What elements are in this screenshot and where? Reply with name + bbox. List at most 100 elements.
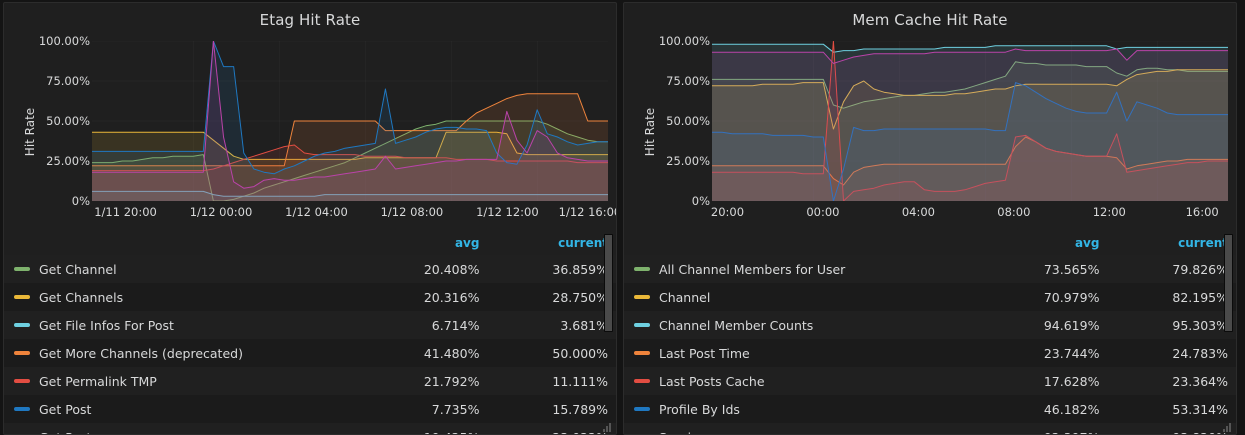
legend-scrollbar[interactable]: [604, 232, 613, 434]
legend-series-name: Get Permalink TMP: [39, 374, 157, 389]
legend-series-label[interactable]: Get Posts: [4, 423, 359, 434]
legend-row[interactable]: Channel Member Counts 94.619% 95.303%: [624, 311, 1236, 339]
legend-row[interactable]: Get Permalink TMP 21.792% 11.111%: [4, 367, 616, 395]
graph-area[interactable]: Hit Rate 100.00% 75.00% 50.00% 25.00% 0%…: [4, 33, 616, 230]
y-tick: 50.00%: [666, 114, 710, 128]
legend-series-label[interactable]: Channel Member Counts: [624, 311, 979, 339]
legend-row[interactable]: Get Channels 20.316% 28.750%: [4, 283, 616, 311]
legend-series-label[interactable]: Last Post Time: [624, 339, 979, 367]
legend-color-swatch[interactable]: [14, 294, 30, 299]
panel-resize-grip[interactable]: [601, 420, 613, 432]
graph-area[interactable]: Hit Rate 100.00% 75.00% 50.00% 25.00% 0%…: [624, 33, 1236, 230]
legend-series-name: Get Channel: [39, 262, 117, 277]
legend-scrollbar-thumb[interactable]: [604, 234, 613, 332]
x-tick: 1/12 00:00: [189, 205, 253, 219]
legend-color-swatch[interactable]: [634, 350, 650, 355]
panel-resize-grip[interactable]: [1221, 420, 1233, 432]
legend-color-swatch[interactable]: [14, 378, 30, 383]
y-tick: 75.00%: [666, 74, 710, 88]
y-axis-ticks: 100.00% 75.00% 50.00% 25.00% 0%: [24, 34, 90, 208]
legend-series-label[interactable]: Profile By Ids: [624, 395, 979, 423]
legend-row[interactable]: Session 92.397%93.820%: [624, 423, 1236, 434]
legend-row[interactable]: All Channel Members for User 73.565% 79.82…: [624, 255, 1236, 283]
legend-row[interactable]: Get Post 7.735% 15.789%: [4, 395, 616, 423]
legend-color-swatch[interactable]: [14, 350, 30, 355]
legend-current-value: 53.314%: [1172, 401, 1228, 417]
y-tick: 25.00%: [666, 154, 710, 168]
legend-series-name: Last Posts Cache: [659, 374, 765, 389]
legend-series-name: Get Channels: [39, 290, 124, 305]
x-tick: 1/12 08:00: [380, 205, 444, 219]
legend-scrollbar[interactable]: [1224, 232, 1233, 434]
x-tick: 08:00: [997, 205, 1031, 219]
legend-series-label[interactable]: Get More Channels (deprecated): [4, 339, 359, 367]
legend-header-current[interactable]: current: [1178, 236, 1228, 250]
legend-current-value: 24.783%: [1172, 345, 1228, 361]
legend-header-current[interactable]: current: [558, 236, 608, 250]
legend-current-value: 28.750%: [552, 289, 608, 305]
legend-color-swatch[interactable]: [14, 322, 30, 327]
legend-current-value: 82.195%: [1172, 289, 1228, 305]
legend-series-label[interactable]: Session: [624, 423, 979, 434]
legend-row[interactable]: Get File Infos For Post 6.714% 3.681%: [4, 311, 616, 339]
legend-color-swatch[interactable]: [634, 322, 650, 327]
legend-avg-value: 41.480%: [423, 345, 480, 361]
legend-color-swatch[interactable]: [14, 266, 30, 271]
y-tick: 100.00%: [38, 34, 90, 48]
panel-title[interactable]: Mem Cache Hit Rate: [852, 11, 1008, 29]
legend-series-name: Get File Infos For Post: [39, 318, 174, 333]
legend-series-name: Last Post Time: [659, 346, 750, 361]
legend-series-label[interactable]: Get Channels: [4, 283, 359, 311]
legend-header-avg[interactable]: avg: [1074, 236, 1100, 250]
legend-row[interactable]: Get More Channels (deprecated) 41.480% 50.…: [4, 339, 616, 367]
legend-color-swatch[interactable]: [634, 378, 650, 383]
x-axis-ticks: 1/11 20:00 1/12 00:00 1/12 04:00 1/12 08…: [92, 205, 616, 225]
panel-title[interactable]: Etag Hit Rate: [259, 11, 361, 29]
series-lines: [712, 41, 1228, 201]
legend-avg-value: 46.182%: [1043, 401, 1100, 417]
legend-row[interactable]: Channel 70.979% 82.195%: [624, 283, 1236, 311]
legend-series-name: All Channel Members for User: [659, 262, 846, 277]
legend-row[interactable]: Get Channel 20.408% 36.859%: [4, 255, 616, 283]
x-tick: 1/12 16:00: [558, 205, 617, 219]
legend-avg-value: 94.619%: [1043, 317, 1100, 333]
panel-mem-cache-hit-rate[interactable]: Mem Cache Hit Rate Hit Rate 100.00% 75.0…: [623, 2, 1237, 435]
legend-row[interactable]: Get Posts 19.425%23.022%: [4, 423, 616, 434]
legend-current-value: 23.364%: [1172, 373, 1228, 389]
panel-etag-hit-rate[interactable]: Etag Hit Rate Hit Rate 100.00% 75.00% 50…: [3, 2, 617, 435]
legend-header-avg[interactable]: avg: [454, 236, 480, 250]
legend-series-label[interactable]: Last Posts Cache: [624, 367, 979, 395]
legend-avg-value: 20.316%: [423, 289, 480, 305]
legend-scrollbar-thumb[interactable]: [1224, 234, 1233, 332]
legend-series-label[interactable]: Get File Infos For Post: [4, 311, 359, 339]
legend-color-swatch[interactable]: [634, 294, 650, 299]
legend-row[interactable]: Last Post Time 23.744% 24.783%: [624, 339, 1236, 367]
legend-avg-value: 20.408%: [423, 261, 480, 277]
legend-color-swatch[interactable]: [634, 266, 650, 271]
legend-row[interactable]: Profile By Ids 46.182% 53.314%: [624, 395, 1236, 423]
legend-row[interactable]: Last Posts Cache 17.628% 23.364%: [624, 367, 1236, 395]
legend-series-label[interactable]: Get Channel: [4, 255, 359, 283]
x-tick: 1/12 04:00: [285, 205, 348, 219]
legend-series-label[interactable]: Get Post: [4, 395, 359, 423]
legend-color-swatch[interactable]: [14, 406, 30, 411]
x-tick: 12:00: [1092, 205, 1126, 219]
legend-series-label[interactable]: Get Permalink TMP: [4, 367, 359, 395]
legend-series-name: Profile By Ids: [659, 402, 740, 417]
legend-series-label[interactable]: Channel: [624, 283, 979, 311]
legend-panel[interactable]: avg current Get Channel 20.408% 36.859% Get…: [4, 232, 616, 434]
plot-canvas[interactable]: [712, 41, 1228, 201]
legend-header-name: [4, 232, 359, 255]
legend-series-label[interactable]: All Channel Members for User: [624, 255, 979, 283]
legend-header-row: avg current: [4, 232, 616, 255]
legend-avg-value: 19.425%: [359, 423, 488, 435]
x-tick: 04:00: [901, 205, 935, 219]
y-tick: 75.00%: [46, 74, 90, 88]
legend-color-swatch[interactable]: [634, 406, 650, 411]
y-tick: 0%: [71, 194, 90, 208]
legend-series-name: Session: [659, 430, 707, 434]
legend-series-name: Channel Member Counts: [659, 318, 814, 333]
legend-avg-value: 92.397%: [979, 423, 1108, 435]
plot-canvas[interactable]: [92, 41, 608, 201]
legend-panel[interactable]: avg current All Channel Members for User…: [624, 232, 1236, 434]
